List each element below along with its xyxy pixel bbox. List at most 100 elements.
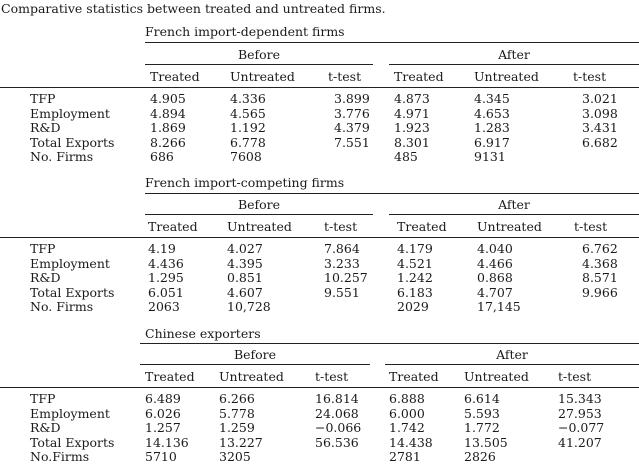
table-cell: 4.565 [230, 105, 266, 121]
col-header-treated: Treated [394, 69, 444, 84]
group-before: Before [237, 197, 281, 212]
table-cell: 6.026 [145, 405, 181, 421]
col-header-treated: Treated [389, 369, 439, 384]
row-label: R&D [30, 420, 61, 435]
table-cell: 6.888 [389, 391, 425, 406]
table-cell: −0.077 [558, 420, 605, 435]
table-cell: 4.179 [397, 241, 433, 256]
col-header-treated: Treated [145, 369, 195, 384]
table-cell: 4.19 [148, 241, 176, 256]
rule [389, 64, 639, 65]
table-cell: 4.894 [150, 105, 186, 121]
table-cell: 8.266 [150, 134, 186, 150]
table-cell: 4.436 [148, 255, 184, 271]
table-cell: 4.707 [477, 284, 513, 300]
section-title: French import-dependent firms [145, 24, 345, 39]
table-cell: 27.953 [558, 405, 602, 421]
row-label: R&D [30, 120, 61, 135]
table-cell: 10.257 [324, 270, 368, 285]
table-cell: 6.682 [582, 134, 618, 150]
table-cell: 2826 [464, 449, 496, 464]
table-cell: 6.778 [230, 134, 266, 150]
table-cell: 6.183 [397, 284, 433, 300]
table-cell: 6.614 [464, 391, 500, 406]
table-cell: 5.778 [219, 405, 255, 421]
group-after: After [496, 347, 528, 362]
table-cell: 1.295 [148, 270, 184, 285]
col-header-treated: Treated [397, 219, 447, 234]
table-cell: 0.851 [227, 270, 263, 285]
table-cell: 485 [394, 149, 418, 164]
table-cell: 14.438 [389, 434, 433, 450]
table-cell: 6.000 [389, 405, 425, 421]
table-cell: 4.040 [477, 241, 513, 256]
table-cell: 3205 [219, 449, 251, 464]
col-header-untreated: Untreated [227, 219, 292, 234]
table-cell: 9.551 [324, 284, 360, 300]
table-cell: 17,145 [477, 299, 521, 314]
row-label: Total Exports [30, 284, 115, 300]
table-cell: 3.431 [582, 120, 618, 135]
table-cell: 14.136 [145, 434, 189, 450]
col-header-treated: Treated [150, 69, 200, 84]
rule [145, 64, 373, 65]
table-cell: 0.868 [477, 270, 513, 285]
rule [140, 343, 639, 344]
row-label: TFP [30, 91, 56, 106]
row-label: Employment [30, 405, 110, 421]
row-label: TFP [30, 391, 56, 406]
row-label: Employment [30, 105, 110, 121]
table-cell: 13.227 [219, 434, 263, 450]
group-before: Before [237, 47, 281, 62]
row-label: R&D [30, 270, 61, 285]
table-cell: 8.301 [394, 134, 430, 150]
col-header-untreated: Untreated [219, 369, 284, 384]
table-cell: 2781 [389, 449, 421, 464]
row-label: No. Firms [30, 299, 94, 314]
group-after: After [498, 197, 530, 212]
table-cell: 16.814 [315, 391, 359, 406]
table-cell: 4.368 [582, 255, 618, 271]
table-cell: 1.772 [464, 420, 500, 435]
table-cell: 4.653 [474, 105, 510, 121]
rule [0, 87, 639, 88]
table-cell: −0.066 [315, 420, 362, 435]
rule [0, 237, 639, 238]
table-cell: 13.505 [464, 434, 508, 450]
row-label: Total Exports [30, 434, 115, 450]
rule [140, 364, 370, 365]
col-header-untreated: Untreated [464, 369, 529, 384]
col-header-ttest: t-test [573, 69, 607, 84]
row-label: TFP [30, 241, 56, 256]
table-cell: 24.068 [315, 405, 359, 421]
rule [145, 42, 639, 43]
table-cell: 3.021 [582, 91, 618, 106]
table-cell: 10,728 [227, 299, 271, 314]
table-cell: 1.259 [219, 420, 255, 435]
table-cell: 6.489 [145, 391, 181, 406]
table-cell: 1.242 [397, 270, 433, 285]
col-header-ttest: t-test [328, 69, 362, 84]
rule [0, 387, 639, 388]
table-cell: 1.192 [230, 120, 266, 135]
rule [389, 214, 639, 215]
table-cell: 6.266 [219, 391, 255, 406]
table-cell: 3.899 [334, 91, 370, 106]
table-cell: 2029 [397, 299, 429, 314]
table-cell: 5.593 [464, 405, 500, 421]
table-cell: 7.551 [334, 134, 370, 150]
col-header-ttest: t-test [558, 369, 592, 384]
table-cell: 5710 [145, 449, 177, 464]
col-header-ttest: t-test [574, 219, 608, 234]
table-cell: 3.233 [324, 255, 360, 271]
rule [145, 214, 373, 215]
col-header-ttest: t-test [315, 369, 349, 384]
table-cell: 4.521 [397, 255, 433, 271]
table-cell: 686 [150, 149, 174, 164]
group-before: Before [233, 347, 277, 362]
table-cell: 6.762 [582, 241, 618, 256]
table-cell: 4.379 [334, 120, 370, 135]
table-cell: 9.966 [582, 284, 618, 300]
row-label: Total Exports [30, 134, 115, 150]
table-cell: 6.051 [148, 284, 184, 300]
